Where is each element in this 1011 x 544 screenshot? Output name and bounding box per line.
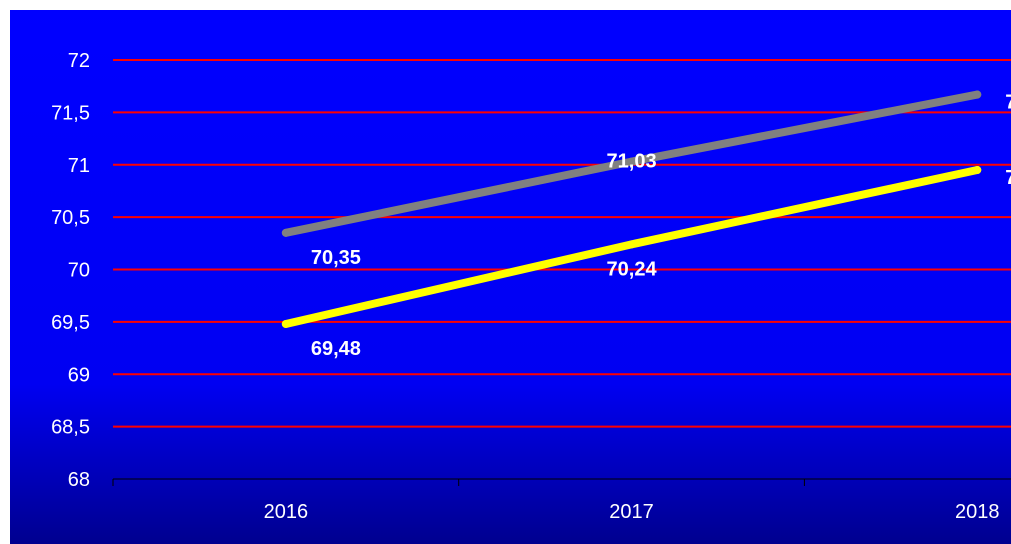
data-point <box>627 240 636 249</box>
data-point <box>973 90 982 99</box>
x-tick-label: 2018 <box>955 501 1000 523</box>
y-tick-label: 71 <box>68 155 90 177</box>
data-label: 71,03 <box>607 151 657 173</box>
data-label: 70,24 <box>607 258 658 280</box>
gridlines <box>113 59 1011 428</box>
y-tick-label: 69,5 <box>51 312 90 334</box>
chart-frame: 68 68,5 69 69,5 70 70,5 71 71,5 72 2016 2017 2018 7… <box>10 10 1011 544</box>
y-tick-label: 70,5 <box>51 207 90 229</box>
y-tick-label: 68 <box>68 469 90 491</box>
x-tick-label: 2017 <box>609 501 654 523</box>
y-tick-label: 69 <box>68 364 90 386</box>
x-tick-label: 2016 <box>264 501 309 523</box>
y-tick-label: 72 <box>68 50 90 72</box>
data-point <box>281 228 290 237</box>
data-label: 7 <box>1005 167 1011 189</box>
data-label: 7 <box>1005 92 1011 114</box>
data-point <box>973 165 982 174</box>
y-tick-label: 71,5 <box>51 102 90 124</box>
series-lines <box>281 90 982 328</box>
data-label: 69,48 <box>311 338 361 360</box>
data-label: 70,35 <box>311 247 361 269</box>
data-labels: 70,35 71,03 7 69,48 70,24 7 <box>311 92 1011 360</box>
y-tick-label: 68,5 <box>51 417 90 439</box>
y-tick-label: 70 <box>68 260 90 282</box>
data-point <box>281 319 290 328</box>
axes: 68 68,5 69 69,5 70 70,5 71 71,5 72 2016 2017 2018 <box>51 50 1011 523</box>
line-chart: 68 68,5 69 69,5 70 70,5 71 71,5 72 2016 2017 2018 7… <box>51 50 1011 523</box>
data-point <box>627 157 636 166</box>
